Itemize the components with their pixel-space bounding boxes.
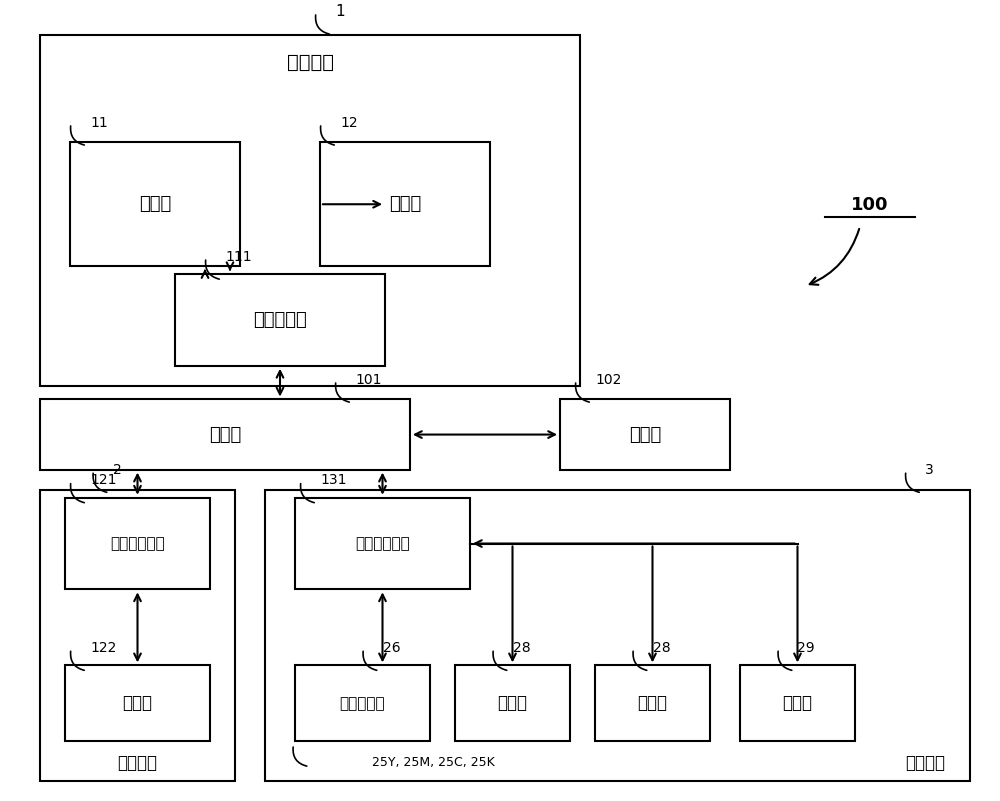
FancyBboxPatch shape — [560, 400, 730, 469]
FancyBboxPatch shape — [40, 400, 410, 469]
Text: 存储部: 存储部 — [629, 425, 661, 444]
FancyBboxPatch shape — [65, 497, 210, 590]
Text: 面板控制部: 面板控制部 — [253, 311, 307, 329]
Text: 打印机控制部: 打印机控制部 — [355, 536, 410, 551]
Text: 121: 121 — [90, 473, 116, 487]
Text: 28: 28 — [513, 641, 530, 655]
Text: 扫描仪部: 扫描仪部 — [118, 755, 158, 772]
Text: 扫描仪控制部: 扫描仪控制部 — [110, 536, 165, 551]
FancyBboxPatch shape — [455, 666, 570, 741]
FancyBboxPatch shape — [295, 666, 430, 741]
Text: 显示部: 显示部 — [139, 195, 171, 213]
FancyBboxPatch shape — [740, 666, 855, 741]
Text: 图像形成部: 图像形成部 — [340, 696, 385, 710]
Text: 26: 26 — [382, 641, 400, 655]
Text: 122: 122 — [90, 641, 116, 655]
FancyBboxPatch shape — [595, 666, 710, 741]
Text: 控制面板: 控制面板 — [287, 53, 334, 72]
Text: 12: 12 — [340, 115, 358, 130]
FancyBboxPatch shape — [175, 274, 385, 366]
Text: 定影部: 定影部 — [782, 694, 812, 712]
Text: 101: 101 — [355, 372, 382, 387]
Text: 1: 1 — [335, 4, 345, 18]
FancyBboxPatch shape — [295, 497, 470, 590]
Text: 131: 131 — [320, 473, 347, 487]
FancyBboxPatch shape — [65, 666, 210, 741]
FancyBboxPatch shape — [40, 489, 235, 781]
Text: 11: 11 — [90, 115, 108, 130]
FancyBboxPatch shape — [70, 143, 240, 266]
Text: 111: 111 — [225, 250, 252, 264]
Text: 操作部: 操作部 — [389, 195, 421, 213]
Text: 29: 29 — [798, 641, 815, 655]
Text: 打印机部: 打印机部 — [905, 755, 945, 772]
Text: 转印部: 转印部 — [638, 694, 668, 712]
FancyBboxPatch shape — [40, 34, 580, 386]
FancyBboxPatch shape — [265, 489, 970, 781]
Text: 28: 28 — [652, 641, 670, 655]
Text: 曝光部: 曝光部 — [498, 694, 528, 712]
Text: 控制部: 控制部 — [209, 425, 241, 444]
Text: 读取部: 读取部 — [122, 694, 152, 712]
FancyBboxPatch shape — [320, 143, 490, 266]
Text: 3: 3 — [925, 463, 934, 477]
Text: 102: 102 — [595, 372, 621, 387]
Text: 25Y, 25M, 25C, 25K: 25Y, 25M, 25C, 25K — [372, 756, 495, 769]
Text: 2: 2 — [112, 463, 121, 477]
Text: 100: 100 — [851, 196, 889, 214]
